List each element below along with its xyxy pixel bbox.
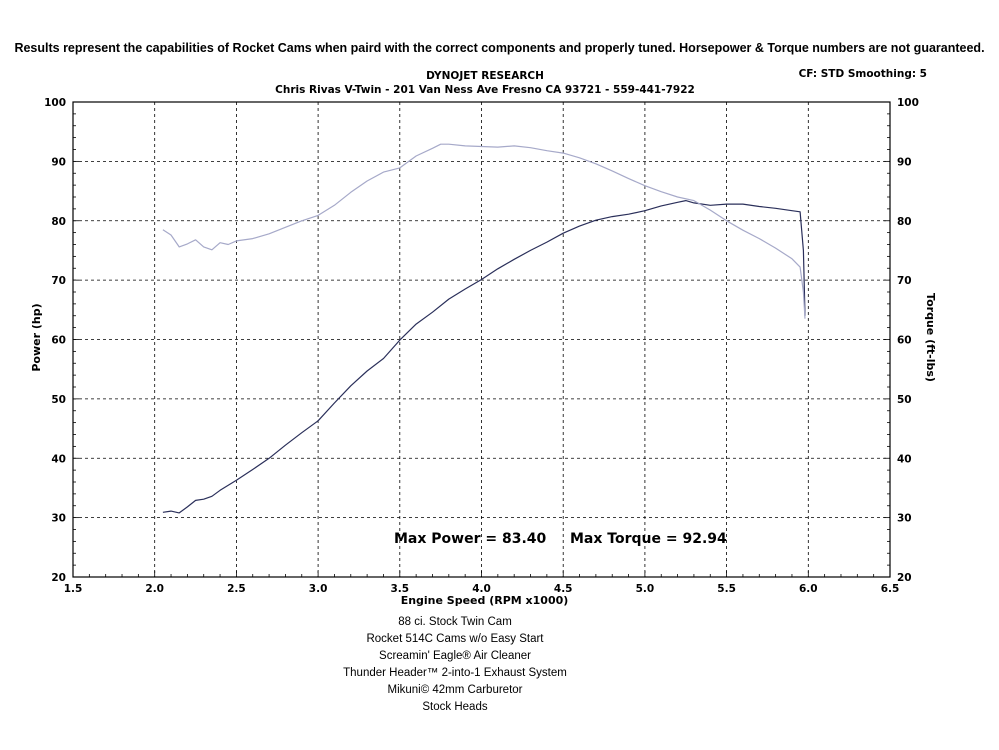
plot-frame [72, 101, 891, 578]
y-axis-label-power: Power (hp) [30, 303, 43, 371]
y-tick-label-power: 40 [51, 453, 66, 465]
build-notes: 88 ci. Stock Twin Cam Rocket 514C Cams w… [255, 614, 655, 716]
y-tick-label-power: 100 [44, 97, 66, 109]
max-power-annotation: Max Power = 83.40 [394, 531, 547, 547]
y-tick-label-power: 20 [51, 572, 66, 584]
x-tick-label: 5.5 [717, 583, 736, 595]
note-line: Screamin' Eagle® Air Cleaner [379, 650, 531, 662]
note-line: Thunder Header™ 2-into-1 Exhaust System [343, 667, 567, 679]
x-tick-label: 2.0 [145, 583, 164, 595]
y-tick-label-torque: 100 [897, 97, 919, 109]
x-axis-label: Engine Speed (RPM x1000) [401, 594, 569, 607]
y-tick-label-power: 60 [51, 335, 66, 347]
max-torque-annotation: Max Torque = 92.94 [570, 531, 727, 547]
y-tick-label-torque: 40 [897, 453, 912, 465]
disclaimer-text: Results represent the capabilities of Ro… [14, 41, 985, 55]
y-axis-label-torque: Torque (ft-lbs) [924, 293, 937, 382]
y-tick-label-torque: 20 [897, 572, 912, 584]
x-tick-label: 6.5 [881, 583, 900, 595]
x-tick-label: 5.0 [636, 583, 655, 595]
y-tick-label-torque: 70 [897, 275, 912, 287]
x-tick-label: 4.0 [472, 583, 491, 595]
note-line: Stock Heads [422, 701, 488, 713]
y-tick-label-power: 30 [51, 513, 66, 525]
y-tick-label-torque: 90 [897, 156, 912, 168]
y-tick-label-power: 70 [51, 275, 66, 287]
note-line: Mikuni© 42mm Carburetor [387, 684, 523, 696]
chart-header-subtitle: Chris Rivas V-Twin - 201 Van Ness Ave Fr… [275, 84, 695, 96]
grid-lines [73, 102, 890, 577]
x-tick-label: 4.5 [554, 583, 573, 595]
y-tick-label-power: 90 [51, 156, 66, 168]
y-tick-label-torque: 80 [897, 216, 912, 228]
series-lines [162, 143, 806, 514]
series-line-power [162, 200, 806, 514]
y-tick-label-torque: 30 [897, 513, 912, 525]
y-tick-label-power: 80 [51, 216, 66, 228]
x-tick-label: 1.5 [64, 583, 83, 595]
y-tick-label-torque: 60 [897, 335, 912, 347]
chart-header-title: DYNOJET RESEARCH [426, 70, 544, 82]
chart-settings: CF: STD Smoothing: 5 [798, 68, 927, 80]
x-tick-label: 3.5 [390, 583, 409, 595]
x-tick-label: 2.5 [227, 583, 246, 595]
x-tick-label: 3.0 [309, 583, 328, 595]
x-tick-label: 6.0 [799, 583, 818, 595]
note-line: Rocket 514C Cams w/o Easy Start [366, 633, 544, 645]
series-line-torque [162, 143, 806, 319]
note-line: 88 ci. Stock Twin Cam [398, 616, 512, 628]
y-tick-label-torque: 50 [897, 394, 912, 406]
y-tick-label-power: 50 [51, 394, 66, 406]
